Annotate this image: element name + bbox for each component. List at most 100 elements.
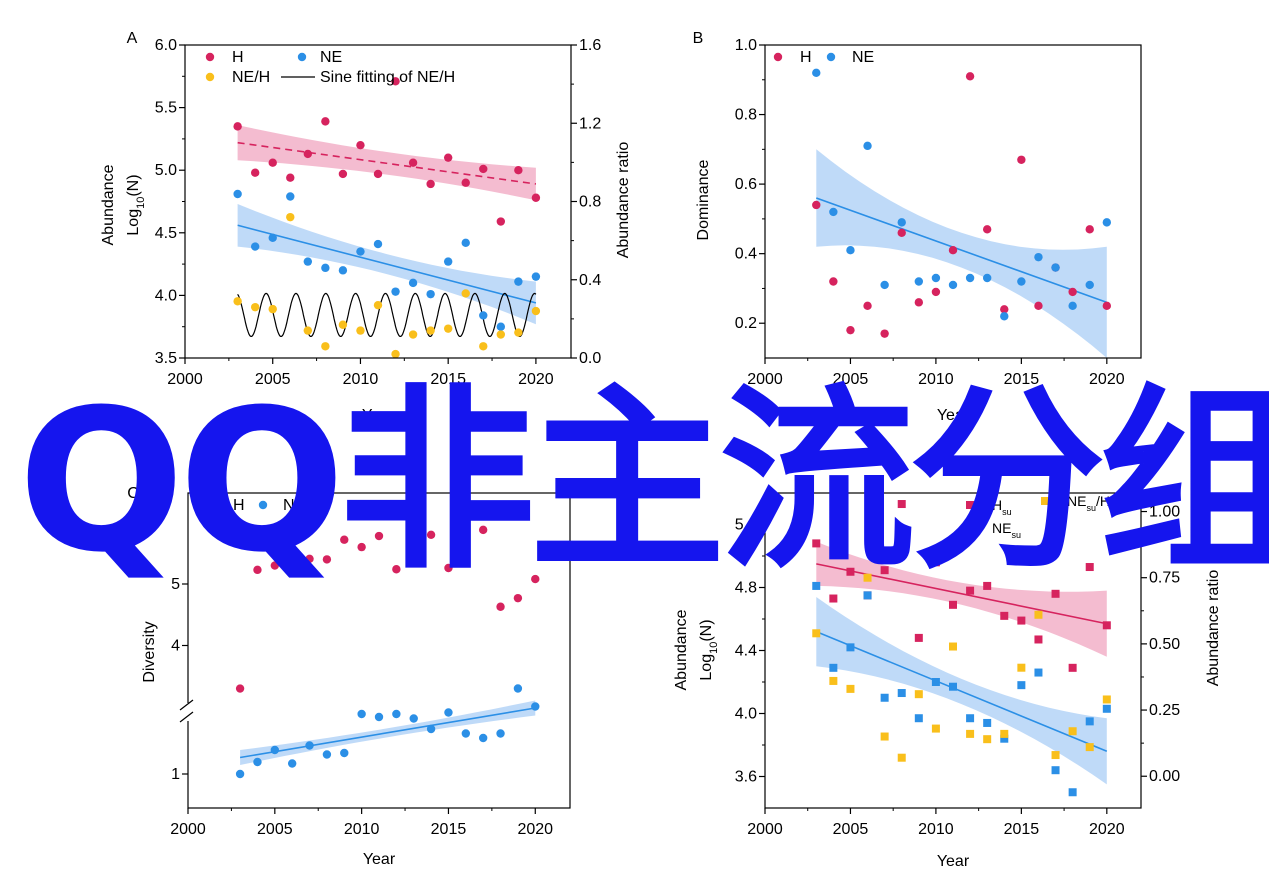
panel-d-y2-tick-label: 0.50 (1149, 636, 1180, 653)
panel-a-sine-fit-line (237, 292, 537, 337)
panel-d-nesu-point (1034, 668, 1043, 677)
panel-c-frame (187, 492, 571, 809)
panel-a-y-axis-label: Abundance (100, 164, 117, 245)
panel-d-hsu-point (1102, 621, 1111, 630)
panel-a-ne-point (303, 257, 313, 266)
panel-a-legend-neh-marker (205, 72, 215, 82)
panel-b-h-point (1000, 305, 1009, 314)
panel-d-y2-tick-label: 0.25 (1149, 702, 1180, 719)
panel-d-legend-hsu-marker (966, 501, 974, 509)
panel-b-ne-point (931, 273, 941, 283)
panel-c-h-point (253, 565, 262, 575)
panel-a-h-point (268, 158, 277, 167)
panel-d-nesu-point (1000, 734, 1009, 743)
panel-a-legend-neh-label: NE/H (232, 69, 270, 86)
panel-d-nesu-point (1017, 681, 1026, 690)
panel-d-nesu-point (1102, 704, 1111, 713)
panel-d-y-tick-label: 4.0 (735, 706, 757, 723)
panel-b-ne-point (829, 207, 838, 217)
panel-b-ne-point (1000, 312, 1009, 321)
panel-b-h-point (1085, 225, 1094, 234)
panel-c-x-tick-label: 2000 (170, 821, 206, 838)
panel-a-neh-point (250, 302, 260, 312)
panel-c-ne-point (409, 714, 418, 723)
panel-a-neh-point (373, 300, 383, 310)
panel-b-y-axis-label: Dominance (695, 159, 712, 240)
panel-a-neh-point (391, 349, 400, 359)
panel-b-ne-point (982, 273, 992, 283)
panel-c-h-point (357, 542, 366, 552)
panel-b-y-tick-label: 0.6 (735, 176, 757, 193)
panel-d-ratio-point (880, 732, 889, 741)
panel-a-h-point (373, 169, 383, 179)
panel-b-legend-ne-label: NE (852, 49, 874, 66)
panel-c-ne-point (253, 757, 262, 767)
panel-b-h-point (897, 228, 906, 237)
panel-a-neh-point (426, 326, 435, 335)
panel-a-y-tick-label: 5.0 (155, 162, 177, 179)
panel-d-nesu-point (931, 678, 940, 686)
panel-c-h-point (531, 574, 540, 584)
panel-a-y-tick-label: 5.5 (155, 100, 177, 117)
panel-d-ratio-point (863, 573, 872, 582)
panel-d-nesu-point (1051, 766, 1060, 775)
panel-b-ne-point (846, 245, 855, 255)
panel-d-ratio-point (1017, 663, 1026, 672)
panel-c-ne-point (426, 724, 436, 734)
panel-b-h-point (914, 298, 924, 307)
panel-b-letter: B (693, 30, 704, 47)
panel-b-ne-point (1051, 263, 1060, 272)
panel-d-hsu-point (931, 558, 940, 567)
panel-b-h-point (931, 287, 941, 297)
panel-c-axis-break-gap (180, 703, 196, 721)
panel-d-legend-nesu-label: NEsu (992, 520, 1021, 540)
panel-b-legend-ne-marker (826, 52, 836, 62)
panel-a-h-point (426, 179, 435, 189)
panel-d-hsu-point (846, 567, 855, 576)
panel-b-x-tick-label: 2010 (918, 371, 954, 388)
panel-b-y-tick-label: 0.4 (735, 246, 757, 263)
panel-b-h-point (1034, 301, 1043, 311)
panel-a-ne-point (286, 192, 295, 201)
panel-b-y-tick-label: 0.8 (735, 107, 757, 124)
panel-a-h-point (286, 173, 295, 182)
panel-a-y-axis-label: Log10(N) (125, 174, 147, 235)
panel-b-ne-point (1017, 277, 1026, 286)
panel-c-h-point (426, 530, 436, 539)
panel-b-legend-h-label: H (800, 49, 812, 66)
panel-a-y-tick-label: 4.0 (155, 287, 177, 304)
panel-d-y-tick-label: 4.8 (735, 580, 757, 597)
panel-d-ratio-point (949, 642, 957, 651)
panel-d-hsu-point (1051, 589, 1060, 598)
panel-d-ratio-point (983, 735, 992, 744)
panel-c-ne-point (513, 684, 523, 693)
panel-a-ne-point (479, 311, 488, 320)
panel-a-neh-point (531, 306, 541, 316)
panel-c-h-point (392, 565, 401, 574)
panel-a-x-tick-label: 2010 (343, 371, 379, 388)
panel-c-ne-point (461, 729, 471, 738)
panel-a-neh-point (479, 342, 488, 351)
panel-d-ratio-point (931, 724, 940, 733)
panel-b-h-point (1068, 287, 1077, 297)
panel-c-h-point (409, 528, 418, 538)
panel-a-ne-point (233, 189, 242, 199)
panel-d-nesu-fit-line (815, 630, 1108, 753)
panel-b-x-tick-label: 2020 (1089, 371, 1125, 388)
panel-a-neh-point (286, 212, 295, 222)
panel-d-ratio-point (966, 729, 975, 738)
panel-a-h-point (303, 149, 313, 159)
panel-d-x-tick-label: 2005 (833, 821, 869, 838)
panel-a-h-point (338, 169, 348, 179)
panel-d-nesu-point (829, 663, 838, 672)
panel-d-hsu-point (914, 633, 923, 642)
panel-a-neh-point (356, 326, 365, 335)
panel-d-ratio-point (846, 684, 855, 693)
panel-d-ratio-point (897, 753, 906, 762)
panel-c-ne-point (235, 769, 245, 779)
panel-a-y-tick-label: 6.0 (155, 37, 177, 54)
panel-a-ne-point (426, 289, 435, 299)
panel-b-ne-point (812, 68, 821, 78)
panel-b-ne-point (863, 141, 872, 151)
